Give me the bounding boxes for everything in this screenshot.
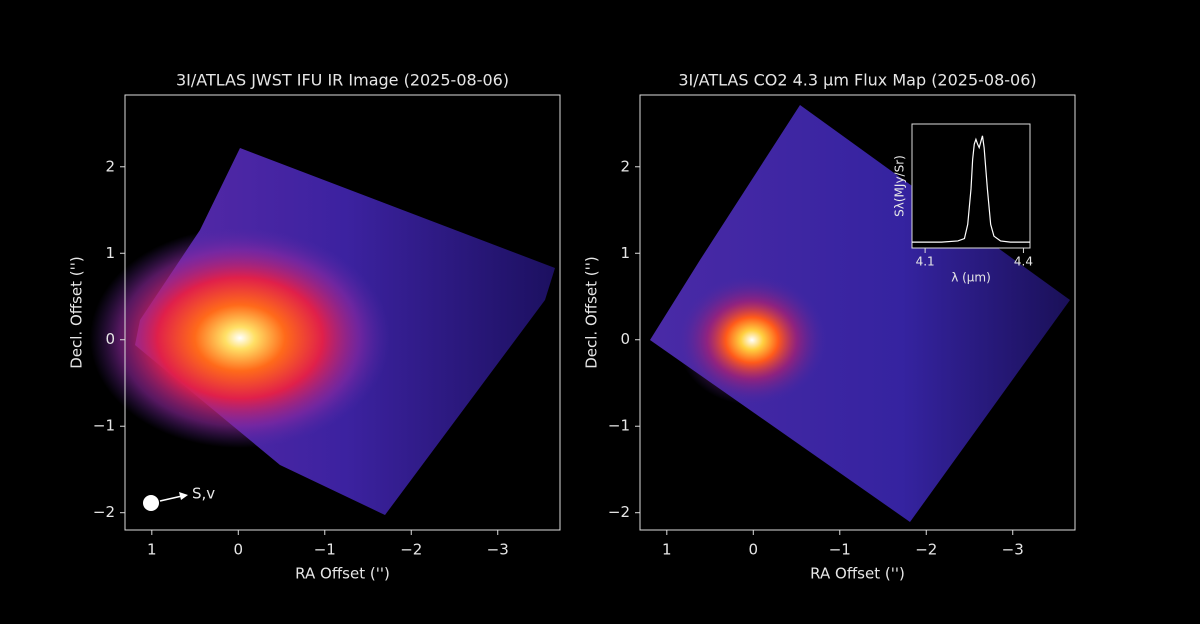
axes-frame <box>639 94 1076 531</box>
y-axis-label: Decl. Offset ('') <box>583 256 601 369</box>
x-tick-label: −2 <box>400 541 422 559</box>
arrow-head <box>179 492 188 500</box>
glow <box>90 228 390 448</box>
arrow <box>159 495 183 502</box>
x-tick-label: −3 <box>1002 541 1024 559</box>
x-tick-label: 1 <box>662 541 672 559</box>
y-tick-label: 1 <box>620 244 630 262</box>
x-tick-label: 0 <box>234 541 244 559</box>
axes-frame <box>911 123 1031 249</box>
y-tick-label: 0 <box>620 330 630 348</box>
sun-marker <box>143 495 159 511</box>
x-tick-label: 1 <box>147 541 157 559</box>
y-tick-label: 2 <box>105 157 115 175</box>
y-tick-label: 2 <box>620 157 630 175</box>
y-tick-label: −2 <box>93 503 115 521</box>
image-region <box>650 105 1070 522</box>
y-tick-label: 0 <box>105 330 115 348</box>
x-tick-label: 0 <box>749 541 759 559</box>
y-axis-label: Decl. Offset ('') <box>68 256 86 369</box>
x-tick-label: −2 <box>915 541 937 559</box>
chart-title: 3I/ATLAS JWST IFU IR Image (2025-08-06) <box>176 71 509 90</box>
spectrum-line <box>912 135 1030 243</box>
annotation: S,v <box>192 485 215 503</box>
y-tick-label: −2 <box>608 503 630 521</box>
x-axis-label: RA Offset ('') <box>295 565 390 583</box>
x-tick-label: 4.1 <box>916 255 935 269</box>
y-tick-label: −1 <box>93 417 115 435</box>
y-tick-label: 1 <box>105 244 115 262</box>
x-tick-label: −3 <box>487 541 509 559</box>
y-tick-label: −1 <box>608 417 630 435</box>
y-axis-label: Sλ(MJy/Sr) <box>893 155 907 217</box>
x-axis-label: λ (μm) <box>951 271 991 285</box>
axes-frame <box>124 94 561 531</box>
x-tick-label: 4.4 <box>1014 255 1033 269</box>
x-axis-label: RA Offset ('') <box>810 565 905 583</box>
chart-title: 3I/ATLAS CO2 4.3 μm Flux Map (2025-08-06… <box>678 71 1036 90</box>
x-tick-label: −1 <box>829 541 851 559</box>
glow <box>677 275 827 405</box>
x-tick-label: −1 <box>314 541 336 559</box>
